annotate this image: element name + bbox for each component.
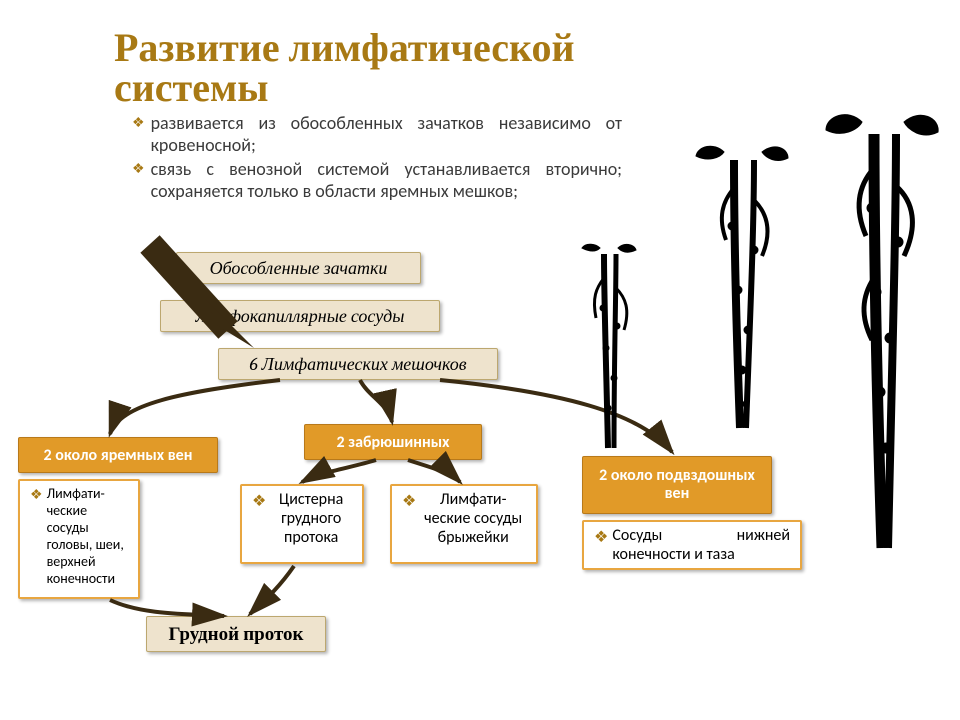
- leaf-text: Лимфати-ческие сосуды брыжейки: [420, 490, 526, 547]
- flow-step-3: 6 Лимфатических мешочков: [218, 348, 498, 380]
- branch-mid: 2 забрюшинных: [304, 424, 482, 460]
- branch-right: 2 около подвздошных вен: [582, 456, 772, 514]
- bullet-list: ❖ развивается из обособленных зачатков н…: [132, 112, 622, 202]
- bullet-text: связь с венозной системой устанавливаетс…: [151, 158, 622, 202]
- branch-left: 2 около яремных вен: [18, 437, 218, 473]
- vessel-illustration-3: [818, 108, 958, 558]
- leaf-text: Сосуды нижней конечности и таза: [612, 526, 790, 564]
- bullet-marker-icon: ❖: [30, 486, 43, 503]
- flow-step-2: Лимфокапиллярные сосуды: [160, 300, 440, 332]
- vessel-illustration-1: [556, 238, 666, 458]
- leaf-3: ❖Лимфати-ческие сосуды брыжейки: [390, 484, 538, 564]
- leaf-2: ❖Цистерна грудного протока: [240, 484, 364, 564]
- vessel-illustration-2: [684, 140, 814, 440]
- bullet-item: ❖ развивается из обособленных зачатков н…: [132, 112, 622, 156]
- flow-final: Грудной проток: [146, 616, 326, 652]
- bullet-item: ❖ связь с венозной системой устанавливае…: [132, 158, 622, 202]
- leaf-text: Лимфати-ческие сосуды головы, шеи, верхн…: [47, 485, 128, 587]
- leaf-1: ❖Лимфати-ческие сосуды головы, шеи, верх…: [18, 479, 140, 599]
- flow-step-1: Обособленные зачатки: [176, 252, 421, 284]
- bullet-marker-icon: ❖: [132, 114, 145, 131]
- page-title: Развитие лимфатической системы: [114, 28, 734, 108]
- leaf-text: Цистерна грудного протока: [270, 490, 352, 547]
- bullet-marker-icon: ❖: [402, 491, 416, 511]
- leaf-4: ❖Сосуды нижней конечности и таза: [582, 520, 802, 570]
- slide: Развитие лимфатической системы ❖ развива…: [0, 0, 960, 720]
- bullet-marker-icon: ❖: [252, 491, 266, 511]
- bullet-marker-icon: ❖: [594, 527, 608, 547]
- bullet-text: развивается из обособленных зачатков нез…: [151, 112, 622, 156]
- bullet-marker-icon: ❖: [132, 160, 145, 177]
